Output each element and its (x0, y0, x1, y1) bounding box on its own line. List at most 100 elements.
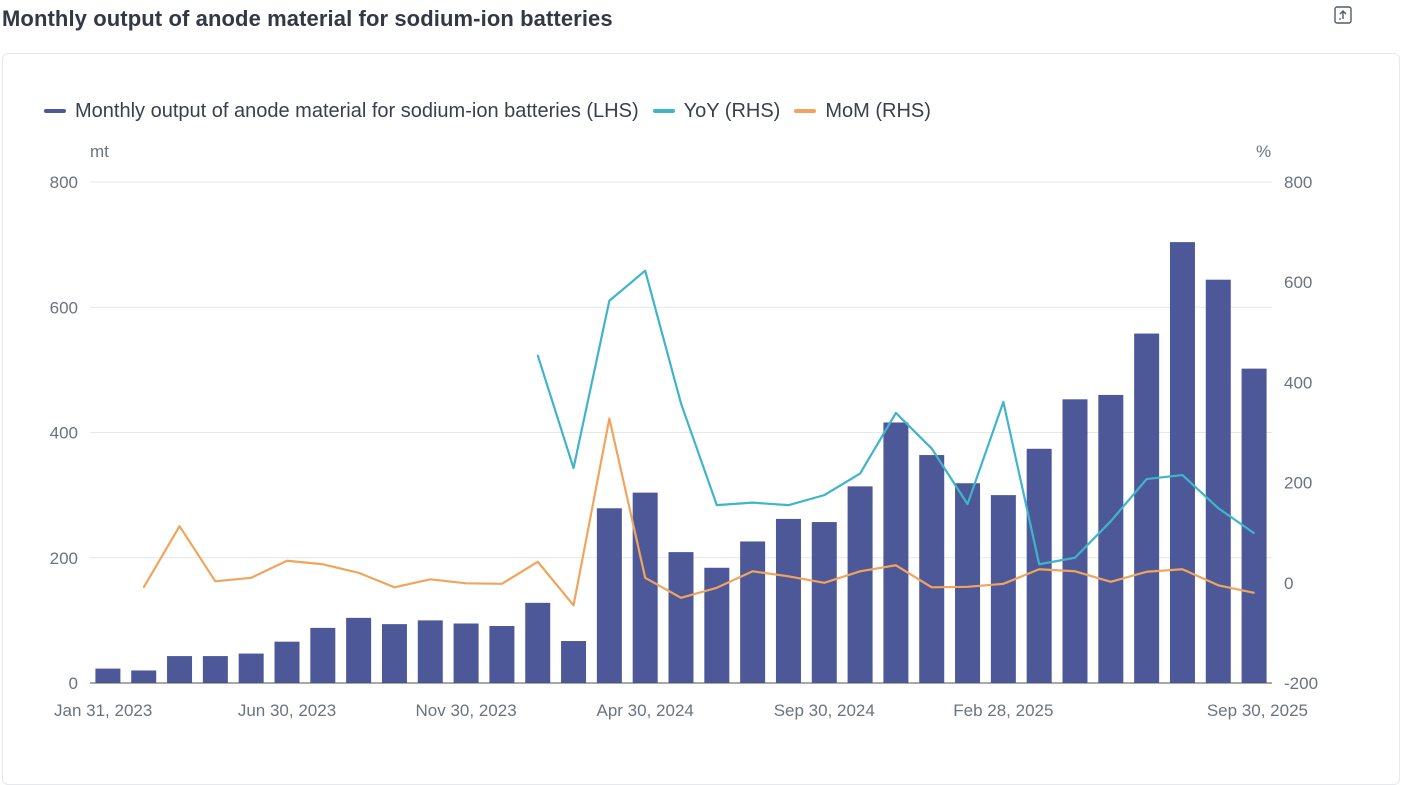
yoy-point[interactable] (1002, 401, 1005, 403)
mom-point[interactable] (1145, 570, 1148, 573)
mom-point[interactable] (1110, 580, 1112, 583)
mom-point[interactable] (680, 597, 682, 599)
mom-point[interactable] (1181, 568, 1184, 571)
mom-point[interactable] (1074, 570, 1076, 573)
mom-point[interactable] (608, 417, 611, 420)
bar[interactable] (811, 522, 837, 683)
left-axis-unit: mt (90, 142, 109, 161)
mom-point[interactable] (536, 560, 539, 563)
yoy-point[interactable] (823, 494, 826, 496)
mom-point[interactable] (930, 586, 933, 589)
bar[interactable] (775, 518, 801, 683)
x-tick-label: Sep 30, 2024 (774, 701, 875, 720)
bar[interactable] (167, 656, 193, 683)
mom-point[interactable] (393, 586, 396, 589)
bar[interactable] (238, 653, 264, 683)
yoy-point[interactable] (787, 504, 790, 506)
bar[interactable] (381, 624, 407, 683)
bar[interactable] (489, 626, 515, 683)
bar[interactable] (1026, 448, 1052, 683)
yoy-point[interactable] (930, 447, 933, 450)
mom-point[interactable] (1002, 583, 1005, 585)
yoy-point[interactable] (608, 299, 611, 302)
bar[interactable] (919, 455, 945, 683)
x-tick-label: Sep 30, 2025 (1207, 701, 1308, 720)
yoy-point[interactable] (1217, 507, 1220, 509)
yoy-point[interactable] (572, 467, 575, 469)
yoy-point[interactable] (1038, 563, 1040, 566)
legend-item-mom[interactable]: MoM (RHS) (794, 100, 931, 123)
mom-point[interactable] (322, 563, 324, 566)
x-tick-label: Nov 30, 2023 (416, 701, 517, 720)
bar[interactable] (632, 492, 658, 683)
yoy-point[interactable] (1074, 556, 1076, 559)
mom-point[interactable] (501, 583, 503, 585)
bar[interactable] (1169, 242, 1195, 683)
mom-point[interactable] (966, 586, 969, 588)
yoy-point[interactable] (1253, 532, 1255, 535)
bar[interactable] (596, 508, 622, 683)
bar[interactable] (131, 670, 157, 683)
left-tick-label: 400 (50, 424, 78, 443)
mom-point[interactable] (895, 564, 897, 567)
legend-item-yoy[interactable]: YoY (RHS) (652, 100, 780, 123)
mom-point[interactable] (250, 576, 252, 579)
bar[interactable] (740, 541, 766, 683)
bar[interactable] (704, 567, 730, 683)
mom-point[interactable] (429, 578, 432, 581)
bar[interactable] (525, 602, 551, 683)
bar[interactable] (417, 620, 443, 683)
bar[interactable] (1134, 333, 1160, 683)
mom-point[interactable] (787, 575, 790, 578)
bar[interactable] (310, 627, 336, 683)
yoy-point[interactable] (536, 354, 539, 357)
mom-point[interactable] (1253, 592, 1255, 594)
mom-point[interactable] (644, 576, 646, 579)
mom-point[interactable] (716, 587, 718, 589)
bar[interactable] (561, 641, 587, 683)
mom-point[interactable] (178, 525, 181, 527)
mom-point[interactable] (286, 559, 288, 562)
bar[interactable] (1062, 399, 1088, 683)
yoy-point[interactable] (644, 269, 646, 272)
bar[interactable] (346, 617, 372, 683)
bar[interactable] (1241, 368, 1267, 683)
mom-point[interactable] (142, 586, 145, 589)
yoy-point[interactable] (680, 402, 682, 405)
bar[interactable] (1205, 279, 1231, 683)
right-tick-label: 200 (1284, 474, 1312, 493)
mom-point[interactable] (859, 570, 861, 573)
yoy-point[interactable] (716, 504, 718, 506)
mom-point[interactable] (1217, 584, 1220, 587)
mom-point[interactable] (751, 570, 754, 573)
yoy-point[interactable] (859, 472, 861, 475)
legend-swatch-mom (794, 109, 817, 113)
mom-point[interactable] (1038, 568, 1040, 571)
yoy-point[interactable] (966, 503, 969, 505)
legend-item-output[interactable]: Monthly output of anode material for sod… (44, 100, 639, 123)
bar[interactable] (883, 422, 909, 683)
bar[interactable] (1098, 394, 1124, 683)
yoy-point[interactable] (751, 501, 754, 504)
mom-point[interactable] (214, 580, 217, 583)
export-icon[interactable] (1334, 6, 1352, 24)
yoy-point[interactable] (1110, 520, 1112, 522)
bar[interactable] (668, 552, 694, 683)
mom-point[interactable] (823, 582, 826, 584)
bar[interactable] (453, 623, 479, 683)
bar[interactable] (955, 483, 981, 683)
mom-line (142, 417, 1255, 607)
bar[interactable] (274, 641, 300, 683)
mom-point[interactable] (572, 604, 575, 607)
bar[interactable] (202, 656, 228, 683)
mom-point[interactable] (357, 571, 360, 574)
bar[interactable] (990, 495, 1016, 683)
bar[interactable] (95, 668, 121, 683)
yoy-point[interactable] (895, 412, 897, 414)
yoy-point[interactable] (1145, 478, 1148, 480)
bar[interactable] (847, 486, 873, 683)
mom-point[interactable] (465, 582, 467, 585)
yoy-point[interactable] (1181, 474, 1184, 476)
x-tick-label: Apr 30, 2024 (597, 701, 694, 720)
